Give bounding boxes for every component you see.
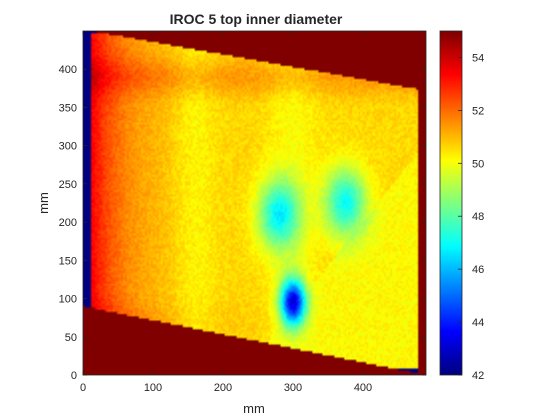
colorbar-tick-label: 44	[472, 317, 484, 329]
y-axis-ticks: 0 50 100 150 200 250 300 350 400	[59, 64, 426, 382]
heatmap-image	[83, 31, 426, 375]
x-tick-label: 300	[284, 382, 302, 394]
colorbar-frame	[439, 30, 463, 376]
colorbar-ticks: 42 44 46 48 50 52 54	[458, 52, 484, 382]
y-tick-label: 50	[65, 332, 77, 344]
y-tick-label: 350	[59, 102, 77, 114]
x-axis-ticks: 0 100 200 300 400	[80, 31, 372, 394]
x-axis-label: mm	[243, 401, 265, 416]
x-tick-label: 0	[80, 382, 86, 394]
y-tick-label: 150	[59, 255, 77, 267]
y-tick-label: 250	[59, 179, 77, 191]
colorbar-tick-label: 46	[472, 264, 484, 276]
y-tick-label: 100	[59, 294, 77, 306]
x-tick-label: 400	[354, 382, 372, 394]
chart-title: IROC 5 top inner diameter	[170, 11, 343, 27]
colorbar-tick-label: 54	[472, 52, 484, 64]
colorbar-tick-label: 48	[472, 211, 484, 223]
y-axis-label: mm	[36, 192, 51, 214]
y-tick-label: 0	[71, 370, 77, 382]
x-tick-label: 200	[214, 382, 232, 394]
colorbar-tick-label: 42	[472, 370, 484, 382]
y-tick-label: 300	[59, 141, 77, 153]
x-tick-label: 100	[144, 382, 162, 394]
colorbar-tick-label: 52	[472, 105, 484, 117]
plot-area-frame	[82, 30, 427, 376]
colorbar-tick-label: 50	[472, 158, 484, 170]
y-tick-label: 400	[59, 64, 77, 76]
colorbar-gradient	[440, 31, 462, 375]
y-tick-label: 200	[59, 217, 77, 229]
